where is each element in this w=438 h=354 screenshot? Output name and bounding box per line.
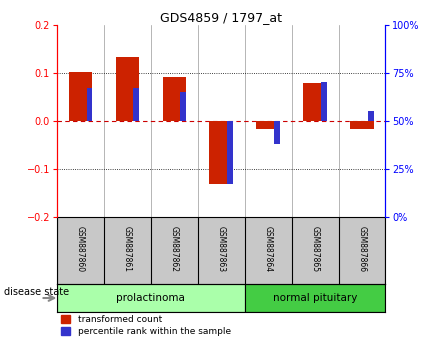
Bar [69, 72, 92, 121]
Bar [245, 284, 385, 313]
Bar [134, 88, 139, 121]
Legend: transformed count, percentile rank within the sample: transformed count, percentile rank withi… [61, 315, 231, 336]
Bar [209, 121, 233, 184]
Text: normal pituitary: normal pituitary [273, 293, 357, 303]
Text: GSM887861: GSM887861 [123, 226, 132, 272]
Bar [87, 88, 92, 121]
Bar [180, 92, 186, 121]
Bar [227, 121, 233, 184]
Bar [162, 76, 186, 121]
Bar [321, 82, 327, 121]
Bar [303, 83, 327, 121]
Bar [368, 111, 374, 121]
Text: GSM887865: GSM887865 [311, 226, 320, 272]
Text: GSM887860: GSM887860 [76, 226, 85, 272]
Text: disease state: disease state [4, 287, 70, 297]
Bar [274, 121, 280, 144]
Text: GSM887862: GSM887862 [170, 226, 179, 272]
Text: GSM887864: GSM887864 [264, 226, 272, 272]
Text: prolactinoma: prolactinoma [117, 293, 185, 303]
Title: GDS4859 / 1797_at: GDS4859 / 1797_at [160, 11, 282, 24]
Text: GSM887866: GSM887866 [357, 226, 367, 272]
Bar [350, 121, 374, 129]
Bar [256, 121, 280, 129]
Bar [57, 284, 245, 313]
Text: GSM887863: GSM887863 [217, 226, 226, 272]
Bar [116, 57, 139, 121]
